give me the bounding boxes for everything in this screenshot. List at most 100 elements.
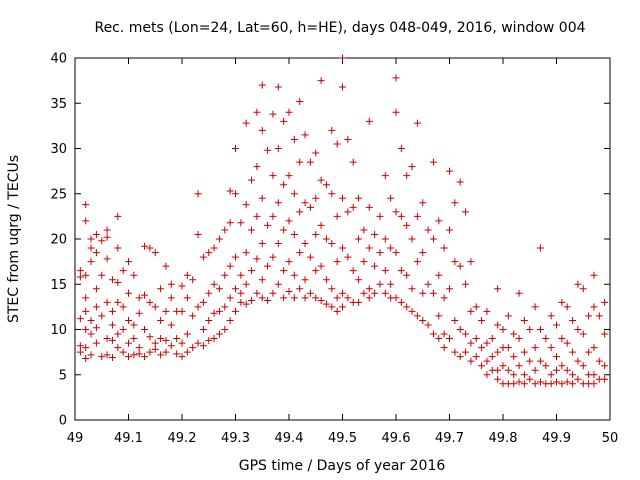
data-point <box>536 357 544 365</box>
data-point <box>215 307 223 315</box>
data-point <box>226 316 234 324</box>
data-point <box>114 244 122 252</box>
data-point <box>248 267 256 275</box>
data-point <box>98 237 106 245</box>
data-point <box>183 294 191 302</box>
data-point <box>92 324 100 332</box>
data-point <box>301 276 309 284</box>
y-tick-label: 10 <box>50 323 67 338</box>
data-point <box>301 240 309 248</box>
data-point <box>269 253 277 261</box>
data-point <box>585 348 593 356</box>
data-point <box>258 81 266 89</box>
data-point <box>510 330 518 338</box>
data-point <box>435 335 443 343</box>
data-point <box>446 335 453 343</box>
data-point <box>520 380 528 388</box>
data-point <box>520 316 528 324</box>
data-point <box>135 309 143 317</box>
data-point <box>183 271 191 279</box>
data-point <box>141 326 149 333</box>
data-point <box>269 289 277 297</box>
data-point <box>146 348 154 356</box>
data-point <box>108 321 116 329</box>
data-point <box>322 181 330 189</box>
data-point <box>435 217 443 225</box>
data-point <box>135 294 143 302</box>
data-point <box>467 258 475 266</box>
data-point <box>344 208 352 216</box>
data-point <box>226 187 234 195</box>
data-point <box>462 208 470 216</box>
data-point <box>574 357 582 365</box>
data-point <box>269 212 277 220</box>
data-point <box>92 339 100 347</box>
data-point <box>162 307 170 315</box>
data-point <box>178 339 186 347</box>
data-point <box>440 330 448 338</box>
data-point <box>76 315 84 323</box>
data-point <box>504 366 512 374</box>
data-point <box>371 289 379 297</box>
data-point <box>125 353 132 361</box>
data-point <box>87 351 95 359</box>
data-point <box>232 190 239 198</box>
data-point <box>215 330 223 338</box>
x-axis-label: GPS time / Days of year 2016 <box>239 458 446 474</box>
data-point <box>360 258 368 266</box>
data-point <box>237 298 245 306</box>
data-point <box>248 176 256 184</box>
data-point <box>226 262 234 270</box>
data-point <box>408 285 416 293</box>
data-point <box>98 353 106 361</box>
data-point <box>151 249 159 257</box>
data-point <box>119 348 127 356</box>
data-point <box>579 330 587 338</box>
data-point <box>585 312 593 320</box>
y-tick-label: 20 <box>50 233 67 248</box>
data-point <box>253 255 261 263</box>
data-point <box>381 267 389 275</box>
data-point <box>392 108 400 116</box>
data-point <box>371 230 379 238</box>
data-point <box>381 289 389 297</box>
data-point <box>339 303 346 311</box>
data-point <box>232 285 239 293</box>
data-point <box>440 344 448 352</box>
data-point <box>189 312 197 320</box>
data-point <box>312 294 320 302</box>
data-point <box>232 253 239 261</box>
data-point <box>553 378 560 386</box>
data-point <box>194 339 202 347</box>
data-point <box>392 208 400 216</box>
data-point <box>601 330 609 338</box>
data-point <box>371 262 379 270</box>
data-point <box>98 312 106 320</box>
data-point <box>569 348 577 356</box>
data-point <box>595 357 603 365</box>
data-point <box>360 289 368 297</box>
data-point <box>322 276 330 284</box>
data-point <box>429 235 437 243</box>
data-point <box>108 276 116 284</box>
data-point <box>440 294 448 302</box>
data-point <box>376 249 384 257</box>
data-point <box>103 255 111 263</box>
data-point <box>87 244 95 252</box>
data-point <box>403 172 411 180</box>
data-point <box>141 291 149 299</box>
data-point <box>301 199 309 207</box>
data-point <box>349 267 357 275</box>
data-point <box>114 298 122 306</box>
data-point <box>504 312 512 320</box>
data-point <box>130 335 138 343</box>
data-point <box>92 249 100 257</box>
data-point <box>108 307 116 315</box>
data-point <box>157 335 165 343</box>
data-point <box>355 276 363 284</box>
data-point <box>269 172 277 180</box>
data-point <box>103 335 111 343</box>
data-point <box>451 348 459 356</box>
data-point <box>408 235 416 243</box>
data-point <box>344 135 352 143</box>
